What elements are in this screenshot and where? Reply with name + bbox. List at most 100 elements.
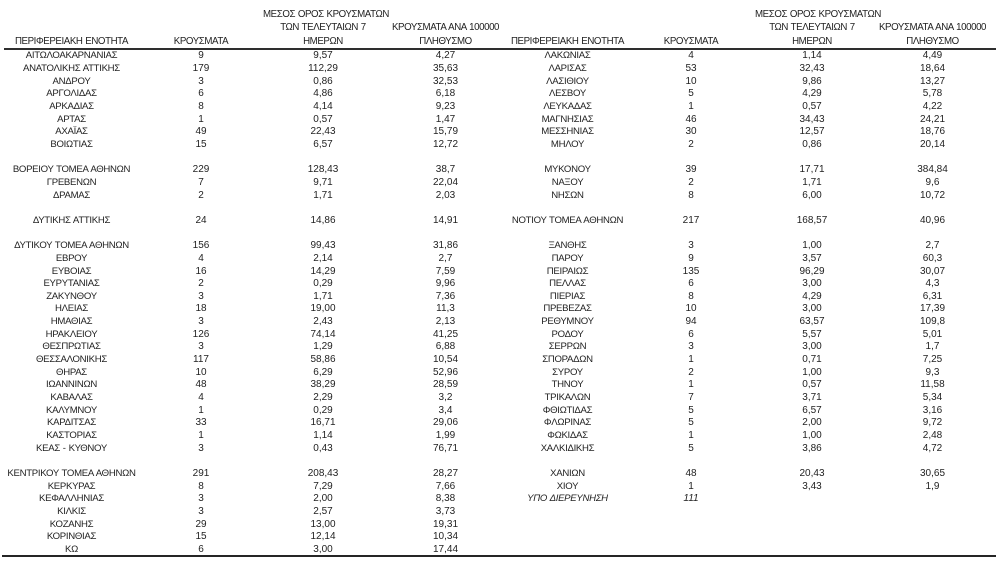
right-per100k-cell: 18,76 [919,126,946,138]
left-avg7-cell: 1,71 [313,189,333,201]
right-avg7-cell: 1,14 [802,50,822,62]
left-avg7-cell [263,152,383,165]
table-row: ΑΡΤΑΣ 1 0,57 1,47 ΜΑΓΝΗΣΙΑΣ 46 34,43 24,21 [4,114,996,127]
right-avg7-cell [755,455,869,468]
right-region-cell: ΦΘΙΩΤΙΔΑΣ [542,404,593,416]
right-cases-cell: 111 [683,493,699,505]
right-cases-cell: 135 [682,265,700,277]
left-per100k-cell: 6,18 [435,88,456,100]
left-region-cell: ΚΑΣΤΟΡΙΑΣ [46,430,97,442]
left-per100k-cell: 10,34 [432,531,459,543]
left-cases-cell: 291 [192,467,210,479]
left-avg7-cell [263,202,383,215]
left-cases-cell: 8 [198,101,204,113]
header-left-cases-label: ΚΡΟΥΣΜΑΤΑ [173,35,229,47]
left-avg7-cell: 4,14 [313,101,333,113]
left-per100k-cell: 1,99 [435,430,456,442]
left-avg7-cell: 0,57 [313,113,333,125]
right-per100k-cell: 4,22 [922,101,943,113]
left-avg7-cell: 0,86 [313,75,333,87]
right-avg7-cell: 4,29 [802,290,822,302]
left-per100k-cell [383,455,508,468]
table-body: ΑΙΤΩΛΟΑΚΑΡΝΑΝΙΑΣ 9 9,57 4,27 ΛΑΚΩΝΙΑΣ 4 1,14 4,… [4,49,996,556]
left-avg7-cell: 2,29 [313,392,333,404]
right-per100k-cell: 13,27 [919,75,946,87]
left-region-cell: ΘΗΡΑΣ [56,366,87,378]
right-avg7-cell: 3,57 [802,252,822,264]
left-cases-cell: 29 [195,518,207,530]
left-region-cell: ΘΕΣΠΡΩΤΙΑΣ [42,341,101,353]
header-right-cases-label: ΚΡΟΥΣΜΑΤΑ [663,35,719,47]
header-right-per100k: ΚΡΟΥΣΜΑΤΑ ΑΝΑ 100000 ΠΛΗΘΥΣΜΟ [869,0,996,51]
left-cases-cell: 7 [198,176,204,188]
left-region-cell: ΚΕΝΤΡΙΚΟΥ ΤΟΜΕΑ ΑΘΗΝΩΝ [7,467,136,479]
right-region-cell: ΛΑΚΩΝΙΑΣ [544,50,591,62]
left-cases-cell: 3 [198,442,204,454]
right-region-cell [508,228,627,241]
right-region-cell: ΤΡΙΚΑΛΩΝ [544,392,591,404]
right-avg7-cell: 6,00 [802,189,822,201]
right-region-cell: ΣΥΡΟΥ [552,366,583,378]
left-per100k-cell: 17,44 [432,543,459,555]
right-per100k-cell: 3,16 [922,404,943,416]
right-avg7-cell [755,531,869,544]
left-cases-cell [139,202,263,215]
left-cases-cell: 1 [198,404,204,416]
left-per100k-cell: 28,59 [432,379,459,391]
left-per100k-cell: 32,53 [432,75,459,87]
right-cases-cell [627,455,755,468]
left-region-cell: ΚΩ [65,543,78,555]
left-avg7-cell: 7,29 [313,480,333,492]
left-avg7-cell: 0,29 [313,278,333,290]
left-avg7-cell: 99,43 [310,240,336,252]
right-per100k-cell: 4,49 [922,50,943,62]
left-per100k-cell [383,202,508,215]
right-cases-cell: 3 [688,240,694,252]
left-avg7-cell: 2,43 [313,316,333,328]
header-left-per100k-line1: ΚΡΟΥΣΜΑΤΑ ΑΝΑ 100000 [391,22,500,34]
right-cases-cell: 2 [688,176,694,188]
left-region-cell: ΚΟΖΑΝΗΣ [49,518,94,530]
table-row: ΙΩΑΝΝΙΝΩΝ 48 38,29 28,59 ΤΗΝΟΥ 1 0,57 11,58 [4,379,996,392]
header-left-region-label: ΠΕΡΙΦΕΡΕΙΑΚΗ ΕΝΟΤΗΤΑ [14,35,129,47]
left-cases-cell: 24 [195,214,207,226]
right-avg7-cell: 17,71 [799,164,825,176]
table-row: ΘΕΣΣΑΛΟΝΙΚΗΣ 117 58,86 10,54 ΣΠΟΡΑΔΩΝ 1 0,71 7,… [4,354,996,367]
table-row [4,202,996,215]
left-region-cell: ΑΡΚΑΔΙΑΣ [49,101,94,113]
left-region-cell: ΑΙΤΩΛΟΑΚΑΡΝΑΝΙΑΣ [25,50,118,62]
left-region-cell: ΔΥΤΙΚΟΥ ΤΟΜΕΑ ΑΘΗΝΩΝ [14,240,129,252]
right-cases-cell: 5 [688,417,694,429]
left-cases-cell: 179 [192,63,210,75]
right-avg7-cell: 0,57 [802,379,822,391]
right-region-cell: ΠΕΙΡΑΙΩΣ [546,265,589,277]
left-per100k-cell: 7,59 [435,265,456,277]
header-right-per100k-line2: ΠΛΗΘΥΣΜΟ [906,35,959,47]
right-avg7-cell: 32,43 [799,63,825,75]
left-region-cell: ΕΒΡΟΥ [55,252,88,264]
right-per100k-cell: 20,14 [919,138,946,150]
right-cases-cell: 1 [688,354,694,366]
table-row: ΚΕΑΣ - ΚΥΘΝΟΥ 3 0,43 76,71 ΧΑΛΚΙΔΙΚΗΣ 5 3,86 4,… [4,443,996,456]
right-cases-cell: 30 [685,126,697,138]
right-avg7-cell: 3,00 [802,303,822,315]
right-avg7-cell: 3,86 [802,442,822,454]
left-avg7-cell: 9,57 [313,50,333,62]
right-per100k-cell: 10,72 [919,189,946,201]
right-per100k-cell [869,519,996,532]
left-per100k-cell [383,228,508,241]
right-cases-cell: 5 [688,404,694,416]
right-cases-cell: 39 [685,164,697,176]
right-region-cell: ΝΟΤΙΟΥ ΤΟΜΕΑ ΑΘΗΝΩΝ [511,214,624,226]
right-avg7-cell: 0,71 [802,354,822,366]
right-cases-cell: 1 [688,379,694,391]
left-region-cell: ΒΟΙΩΤΙΑΣ [50,138,93,150]
left-per100k-cell: 2,13 [435,316,456,328]
left-avg7-cell: 38,29 [310,379,336,391]
left-cases-cell: 49 [195,126,207,138]
left-region-cell: ΘΕΣΣΑΛΟΝΙΚΗΣ [35,354,108,366]
left-cases-cell [139,455,263,468]
table-row: ΚΩ 6 3,00 17,44 [4,544,996,557]
left-region-cell: ΖΑΚΥΝΘΟΥ [46,290,97,302]
right-per100k-cell: 4,3 [925,278,940,290]
